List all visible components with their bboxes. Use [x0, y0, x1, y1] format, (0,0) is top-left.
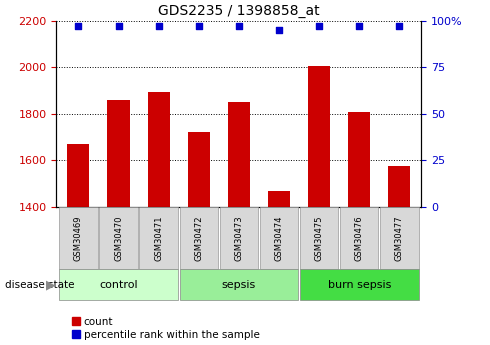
Bar: [188, 132, 210, 207]
Bar: [107, 100, 129, 207]
Point: [275, 27, 283, 33]
Text: GSM30471: GSM30471: [154, 215, 163, 261]
Title: GDS2235 / 1398858_at: GDS2235 / 1398858_at: [158, 4, 319, 18]
Point: [115, 23, 122, 29]
Point: [235, 23, 243, 29]
Text: GSM30475: GSM30475: [315, 215, 323, 261]
FancyBboxPatch shape: [59, 207, 98, 269]
Point: [395, 23, 403, 29]
FancyBboxPatch shape: [380, 207, 418, 269]
Bar: [308, 66, 330, 207]
Bar: [348, 111, 370, 207]
Text: sepsis: sepsis: [222, 280, 256, 289]
Text: burn sepsis: burn sepsis: [327, 280, 391, 289]
Point: [355, 23, 363, 29]
Point: [74, 23, 82, 29]
Text: GSM30476: GSM30476: [355, 215, 364, 261]
Bar: [388, 166, 410, 207]
Point: [315, 23, 323, 29]
FancyBboxPatch shape: [300, 269, 418, 300]
FancyBboxPatch shape: [260, 207, 298, 269]
Bar: [68, 144, 90, 207]
FancyBboxPatch shape: [220, 207, 258, 269]
Point: [155, 23, 163, 29]
FancyBboxPatch shape: [300, 207, 339, 269]
Point: [195, 23, 203, 29]
Text: ▶: ▶: [46, 278, 55, 291]
FancyBboxPatch shape: [59, 269, 178, 300]
Text: GSM30472: GSM30472: [194, 215, 203, 261]
Text: disease state: disease state: [5, 280, 74, 289]
Bar: [147, 92, 170, 207]
Legend: count, percentile rank within the sample: count, percentile rank within the sample: [72, 317, 260, 340]
Text: control: control: [99, 280, 138, 289]
FancyBboxPatch shape: [179, 269, 298, 300]
Text: GSM30473: GSM30473: [234, 215, 244, 261]
Bar: [268, 191, 290, 207]
FancyBboxPatch shape: [179, 207, 218, 269]
Text: GSM30469: GSM30469: [74, 215, 83, 261]
Bar: [228, 102, 250, 207]
FancyBboxPatch shape: [340, 207, 378, 269]
Text: GSM30474: GSM30474: [274, 215, 284, 261]
FancyBboxPatch shape: [139, 207, 178, 269]
FancyBboxPatch shape: [99, 207, 138, 269]
Text: GSM30477: GSM30477: [395, 215, 404, 261]
Text: GSM30470: GSM30470: [114, 215, 123, 261]
